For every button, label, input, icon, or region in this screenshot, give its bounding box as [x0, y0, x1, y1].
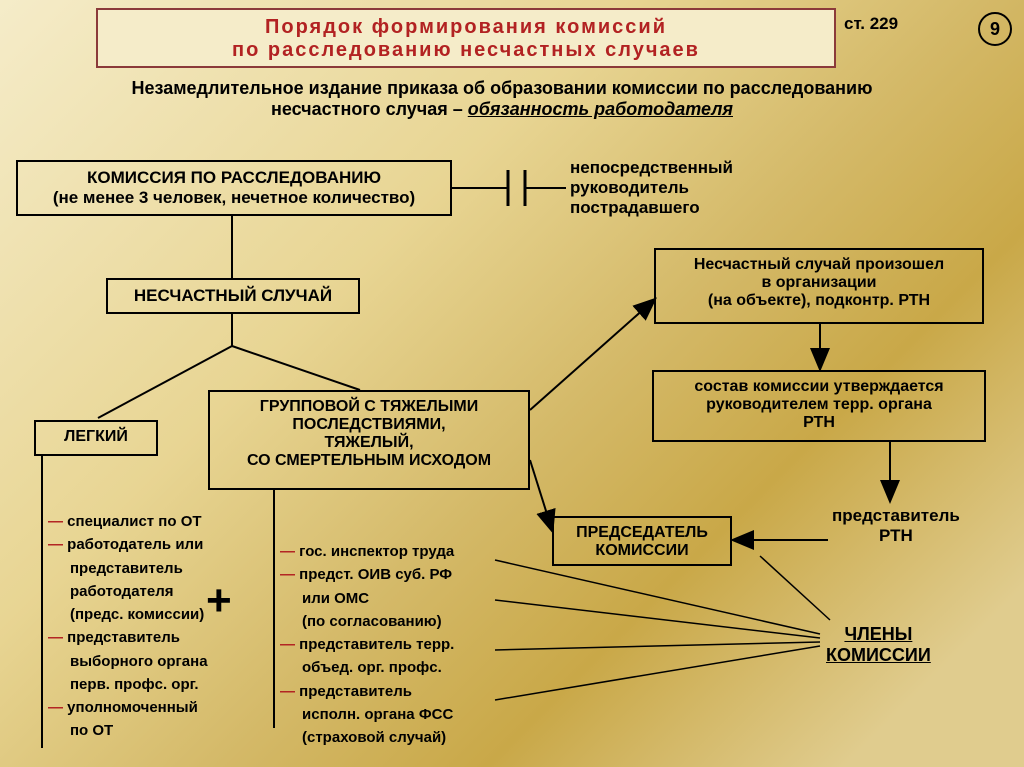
chairman-box: ПРЕДСЕДАТЕЛЬКОМИССИИ — [552, 516, 732, 566]
subtitle-line2: несчастного случая – обязанность работод… — [62, 99, 942, 120]
subtitle-line1: Незамедлительное издание приказа об обра… — [62, 78, 942, 99]
members-text: ЧЛЕНЫКОМИССИИ — [826, 624, 931, 666]
rtn-org-box: Несчастный случай произошелв организации… — [654, 248, 984, 324]
page-number: 9 — [978, 12, 1012, 46]
supervisor-text: непосредственныйруководительпострадавшег… — [570, 158, 733, 218]
article-label: ст. 229 — [844, 14, 898, 34]
rtn-approve-box: состав комиссии утверждаетсяруководителе… — [652, 370, 986, 442]
title-line1: Порядок формирования комиссий — [138, 16, 794, 39]
subtitle: Незамедлительное издание приказа об обра… — [62, 78, 942, 120]
list-left: специалист по ОТработодатель илипредстав… — [48, 510, 208, 743]
plus-icon: + — [206, 576, 232, 626]
light-box: ЛЕГКИЙ — [34, 420, 158, 456]
rtn-rep-text: представительРТН — [832, 506, 960, 546]
commission-box: КОМИССИЯ ПО РАССЛЕДОВАНИЮ (не менее 3 че… — [16, 160, 452, 216]
heavy-box: ГРУППОВОЙ С ТЯЖЕЛЫМИПОСЛЕДСТВИЯМИ,ТЯЖЕЛЫ… — [208, 390, 530, 490]
title-box: Порядок формирования комиссий по расслед… — [96, 8, 836, 68]
title-line2: по расследованию несчастных случаев — [138, 39, 794, 62]
accident-box: НЕСЧАСТНЫЙ СЛУЧАЙ — [106, 278, 360, 314]
list-right: гос. инспектор трудапредст. ОИВ суб. РФи… — [280, 540, 454, 749]
